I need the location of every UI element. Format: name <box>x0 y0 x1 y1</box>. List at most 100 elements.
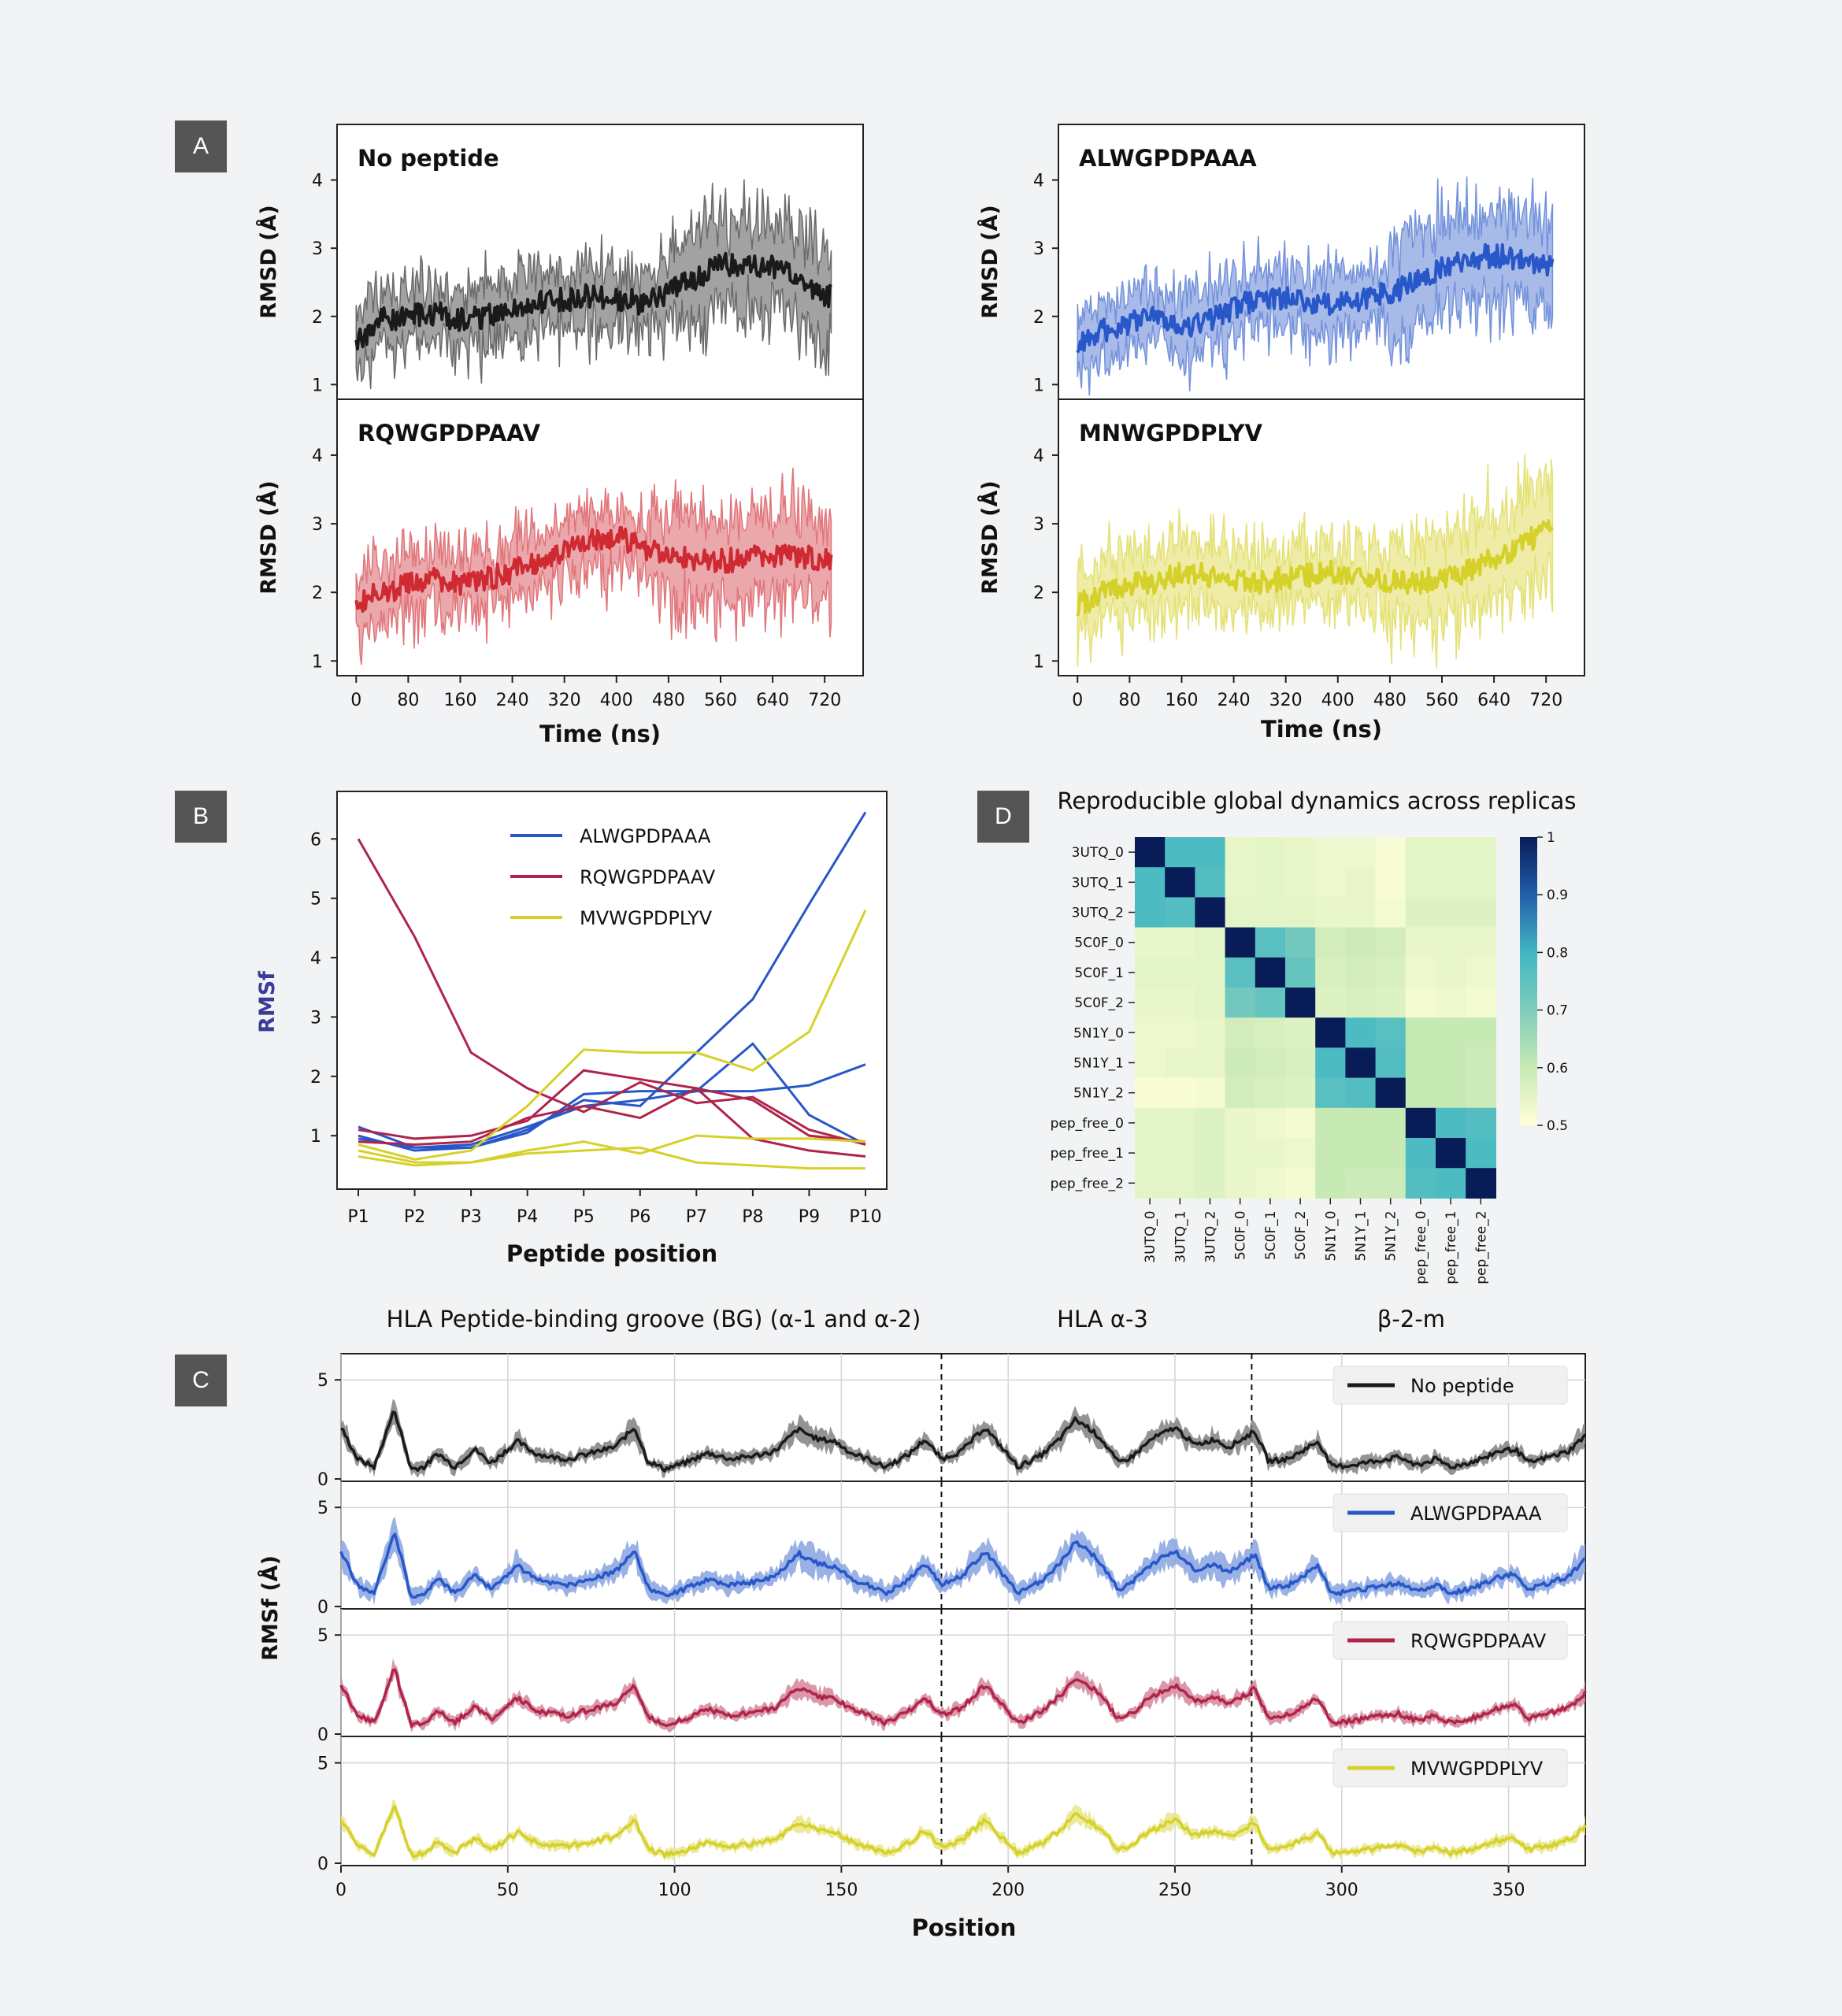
heatmap-cell <box>1195 837 1226 868</box>
heatmap-cell <box>1436 988 1466 1018</box>
row-label: pep_free_1 <box>1051 1146 1124 1162</box>
panel-label-d: D <box>977 791 1029 843</box>
heatmap-cell <box>1255 1077 1286 1109</box>
heatmap-cell <box>1135 897 1166 928</box>
y-tick-label: 3 <box>1033 239 1044 259</box>
colorbar-tick-label: 0.5 <box>1547 1118 1568 1134</box>
heatmap-cell <box>1466 837 1496 868</box>
heatmap-cell <box>1466 957 1496 988</box>
y-tick-label: 3 <box>310 1008 321 1028</box>
heatmap-cell <box>1345 988 1377 1018</box>
heatmap-cell <box>1285 988 1316 1018</box>
heatmap-cell <box>1255 1168 1286 1199</box>
heatmap-cell <box>1315 957 1346 988</box>
row-label: 5N1Y_1 <box>1073 1056 1124 1072</box>
heatmap-cell <box>1135 1017 1166 1048</box>
col-label: 5N1Y_0 <box>1323 1210 1339 1261</box>
heatmap-cell <box>1405 897 1436 928</box>
heatmap-cell <box>1345 1168 1377 1199</box>
legend-box <box>1332 1621 1568 1660</box>
rmsd-line <box>1076 243 1555 354</box>
panel-a-subplot: 1 2 3 4 MNWGPDPLYV RMSD (Å) <box>977 398 1585 676</box>
heatmap-cell <box>1345 1138 1377 1169</box>
heatmap-cell <box>1466 1047 1496 1079</box>
heatmap-cell <box>1225 867 1256 898</box>
x-tick-label: 400 <box>1321 691 1355 710</box>
heatmap-cell <box>1165 927 1195 958</box>
heatmap-cell <box>1436 1077 1466 1109</box>
x-tick-label: P6 <box>629 1207 650 1227</box>
rmsf-series-line <box>358 910 867 1161</box>
y-tick-label: 1 <box>312 652 323 672</box>
heatmap-cell <box>1285 1047 1316 1079</box>
panel-a-subplot: 1 2 3 4 ALWGPDPAAA RMSD (Å) <box>977 124 1585 400</box>
heatmap-cell <box>1375 957 1407 988</box>
y-tick-label: 4 <box>312 447 323 466</box>
heatmap-cell <box>1195 1138 1226 1169</box>
x-tick-label: 250 <box>1158 1881 1192 1900</box>
heatmap-title: Reproducible global dynamics across repl… <box>1057 788 1576 814</box>
legend-label: ALWGPDPAAA <box>580 825 711 847</box>
legend-label: RQWGPDPAAV <box>1410 1630 1547 1652</box>
heatmap-cell <box>1345 1047 1377 1079</box>
y-tick-label: 3 <box>312 515 323 535</box>
row-label: 5N1Y_2 <box>1073 1086 1124 1102</box>
row-label: 3UTQ_2 <box>1072 906 1124 921</box>
rmsf-series-line <box>358 1134 866 1164</box>
rmsd-line <box>354 251 832 351</box>
heatmap-cell <box>1436 1138 1466 1169</box>
rmsf-series-line <box>358 1042 866 1152</box>
col-label: 3UTQ_0 <box>1143 1210 1158 1262</box>
x-tick-label: 0 <box>335 1881 347 1900</box>
heatmap-cell <box>1285 1168 1316 1199</box>
heatmap-cell <box>1225 1047 1256 1079</box>
col-label: pep_free_1 <box>1444 1210 1459 1284</box>
x-tick-label: 640 <box>1477 691 1510 710</box>
colorbar-tick-label: 0.7 <box>1547 1003 1568 1019</box>
y-axis-label: RMSf (Å) <box>258 1555 283 1661</box>
heatmap-cell <box>1405 1107 1436 1139</box>
heatmap-cell <box>1405 867 1436 898</box>
y-tick-label: 0 <box>317 1598 328 1618</box>
heatmap-cell <box>1345 897 1377 928</box>
legend-box <box>1332 1748 1568 1788</box>
x-tick-label: 350 <box>1492 1881 1525 1900</box>
heatmap-cell <box>1225 1168 1256 1199</box>
y-tick-label: 3 <box>312 239 323 259</box>
y-tick-label: 2 <box>312 308 323 328</box>
panel-label-c: C <box>175 1354 227 1406</box>
x-tick-label: P9 <box>799 1207 820 1227</box>
x-tick-label: 160 <box>443 691 476 710</box>
x-tick-label: 80 <box>397 691 419 710</box>
y-tick-label: 5 <box>317 1626 328 1646</box>
heatmap-cell <box>1195 1107 1226 1139</box>
region-label: HLA Peptide-binding groove (BG) (α-1 and… <box>387 1306 921 1332</box>
heatmap-cell <box>1315 1077 1346 1109</box>
heatmap-cell <box>1466 1168 1496 1199</box>
heatmap-cell <box>1195 867 1226 898</box>
heatmap-cell <box>1466 988 1496 1018</box>
heatmap-cell <box>1345 867 1377 898</box>
series-label: MNWGPDPLYV <box>1079 420 1262 447</box>
colorbar-tick-label: 0.9 <box>1547 888 1568 903</box>
heatmap-cell <box>1405 837 1436 868</box>
colorbar-tick-label: 0.8 <box>1547 945 1568 961</box>
y-axis-label: RMSf <box>255 971 280 1033</box>
y-tick-label: 1 <box>1033 652 1044 672</box>
col-label: 3UTQ_2 <box>1203 1210 1219 1262</box>
heatmap-cell <box>1315 927 1346 958</box>
heatmap-cell <box>1436 867 1466 898</box>
heatmap-cell <box>1466 867 1496 898</box>
x-tick-label: 100 <box>658 1881 691 1900</box>
x-tick-label: 160 <box>1165 691 1198 710</box>
rmsf-band <box>341 1516 1585 1606</box>
panel-b-frame <box>336 791 888 1190</box>
heatmap-cell <box>1375 1107 1407 1139</box>
heatmap-cell <box>1466 1138 1496 1169</box>
heatmap-cell <box>1285 1138 1316 1169</box>
heatmap-cell <box>1255 1138 1286 1169</box>
y-axis-label: RMSD (Å) <box>256 205 281 319</box>
heatmap-cell <box>1466 1017 1496 1048</box>
heatmap-cell <box>1405 1047 1436 1079</box>
